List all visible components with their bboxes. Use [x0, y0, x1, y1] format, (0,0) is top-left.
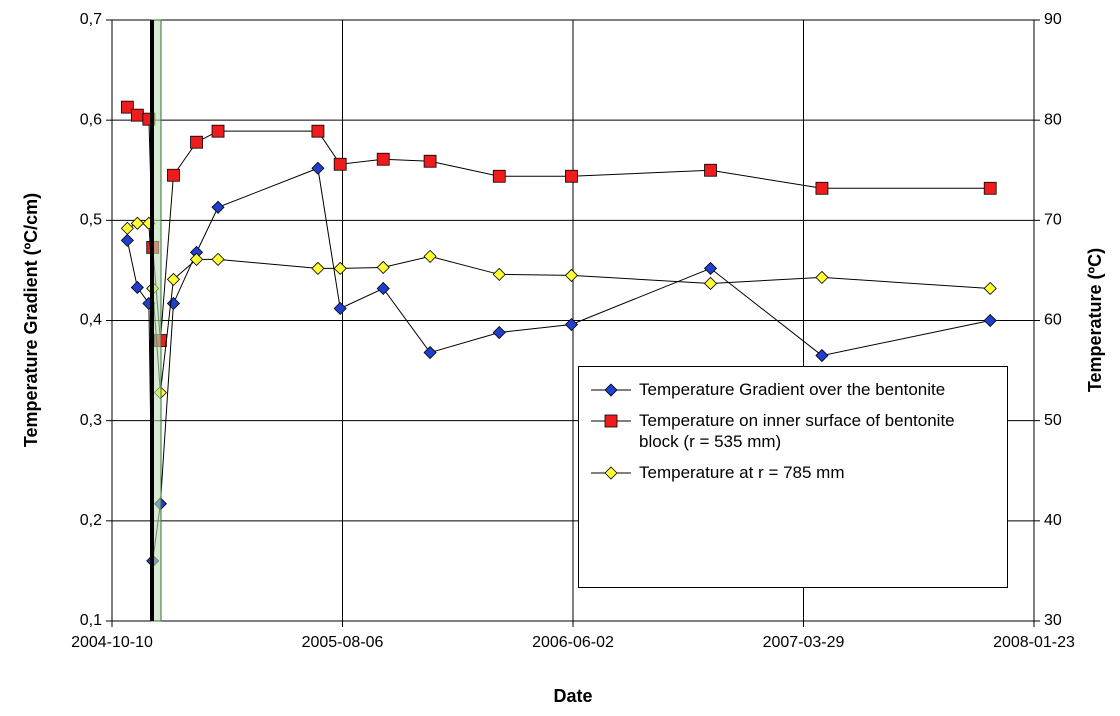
- y-tick-label: 0,1: [80, 612, 102, 629]
- x-tick-label: 2006-06-02: [532, 634, 614, 651]
- data-point: [983, 313, 997, 328]
- legend-symbol: [591, 383, 631, 397]
- highlight-band: [150, 19, 162, 622]
- y-tick-label: 0,4: [80, 312, 102, 329]
- data-point: [423, 249, 437, 263]
- data-point: [815, 181, 829, 195]
- x-tick-label: 2005-08-06: [302, 634, 384, 651]
- data-point: [704, 163, 717, 177]
- data-point: [211, 200, 225, 214]
- data-point: [703, 261, 718, 275]
- data-point: [492, 325, 506, 340]
- data-point: [311, 261, 325, 275]
- legend-label: Temperature at r = 785 mm: [639, 463, 845, 482]
- data-point: [130, 216, 144, 230]
- data-point: [130, 108, 144, 122]
- y-axis-label: Temperature Gradient (ºC/cm): [21, 193, 41, 447]
- marker: [604, 466, 618, 480]
- legend-entry: Temperature on inner surface of bentonit…: [587, 410, 999, 452]
- data-point: [564, 317, 579, 332]
- data-point: [376, 281, 390, 296]
- data-point: [333, 301, 347, 316]
- data-point: [189, 252, 204, 266]
- marker: [604, 414, 618, 428]
- y-tick-label: 0,2: [80, 512, 102, 529]
- x-tick-label: 2007-03-29: [763, 634, 845, 651]
- data-point: [333, 261, 347, 275]
- data-point: [376, 152, 390, 166]
- data-point: [311, 124, 325, 138]
- data-point: [423, 345, 437, 360]
- data-point: [130, 280, 144, 295]
- y2-tick-label: 50: [1044, 412, 1062, 429]
- data-point: [211, 252, 225, 266]
- x-tick-label: 2004-10-10: [71, 634, 153, 651]
- legend: Temperature Gradient over the bentonite T…: [578, 366, 1008, 588]
- y2-tick-label: 70: [1044, 212, 1062, 229]
- y2-tick-label: 40: [1044, 512, 1062, 529]
- data-point: [166, 272, 181, 286]
- data-point: [190, 135, 203, 149]
- x-tick-label: 2008-01-23: [993, 634, 1075, 651]
- x-axis-label: Date: [553, 686, 592, 706]
- data-point: [983, 181, 997, 195]
- data-point: [333, 157, 347, 171]
- y-tick-label: 0,5: [80, 212, 102, 229]
- data-point: [167, 168, 180, 182]
- data-point: [423, 154, 437, 168]
- legend-entry: Temperature at r = 785 mm: [587, 462, 999, 483]
- data-point: [492, 267, 506, 281]
- y-tick-label: 0,7: [80, 11, 102, 28]
- y2-tick-label: 30: [1044, 612, 1062, 629]
- data-point: [311, 161, 325, 175]
- data-point: [211, 124, 225, 138]
- legend-entry: Temperature Gradient over the bentonite: [587, 379, 999, 400]
- data-point: [815, 270, 829, 284]
- data-point: [983, 281, 997, 296]
- data-point: [376, 260, 390, 274]
- data-point: [703, 276, 718, 291]
- data-point: [120, 233, 134, 247]
- y2-axis-label: Temperature (ºC): [1085, 248, 1105, 392]
- y2-tick-label: 90: [1044, 11, 1062, 28]
- data-point: [120, 100, 134, 114]
- data-point: [120, 221, 134, 235]
- y-tick-label: 0,3: [80, 412, 102, 429]
- legend-symbol: [591, 414, 631, 428]
- legend-symbol: [591, 466, 631, 480]
- legend-label: Temperature on inner surface of bentonit…: [639, 411, 955, 451]
- marker: [604, 383, 618, 397]
- y2-tick-label: 80: [1044, 111, 1062, 128]
- y-tick-label: 0,6: [80, 111, 102, 128]
- data-point: [565, 169, 578, 183]
- data-point: [564, 268, 579, 282]
- legend-label: Temperature Gradient over the bentonite: [639, 380, 946, 399]
- data-point: [492, 169, 506, 183]
- data-point: [815, 348, 829, 363]
- y2-tick-label: 60: [1044, 312, 1062, 329]
